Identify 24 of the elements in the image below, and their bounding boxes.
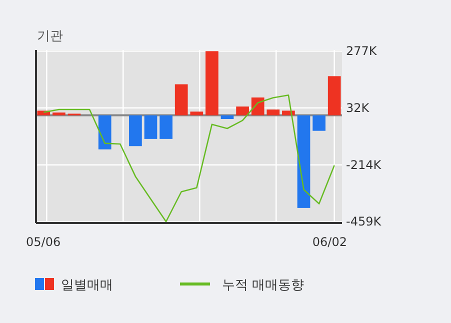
bar [160,115,172,139]
legend-label: 일별매매 [61,278,113,293]
bar [144,115,158,139]
bar [98,115,112,150]
bar [129,115,142,146]
y-axis-title: 기관 [37,29,63,44]
bar [251,97,264,116]
y-tick-label: -214K [346,158,382,172]
bar [174,84,188,116]
bar [236,106,249,116]
x-tick-label: 06/02 [312,235,347,249]
bar [297,115,310,208]
bar [52,112,66,116]
bar [312,115,326,131]
x-tick-label: 05/06 [26,235,61,249]
legend-label: 누적 매매동향 [222,278,304,293]
bar [206,51,218,116]
bar [266,110,280,116]
bar [190,112,204,116]
y-tick-label: 32K [346,100,370,115]
bar [220,115,234,120]
y-tick-label: -459K [346,214,382,229]
bar [328,76,341,116]
y-tick-label: 277K [346,44,378,58]
